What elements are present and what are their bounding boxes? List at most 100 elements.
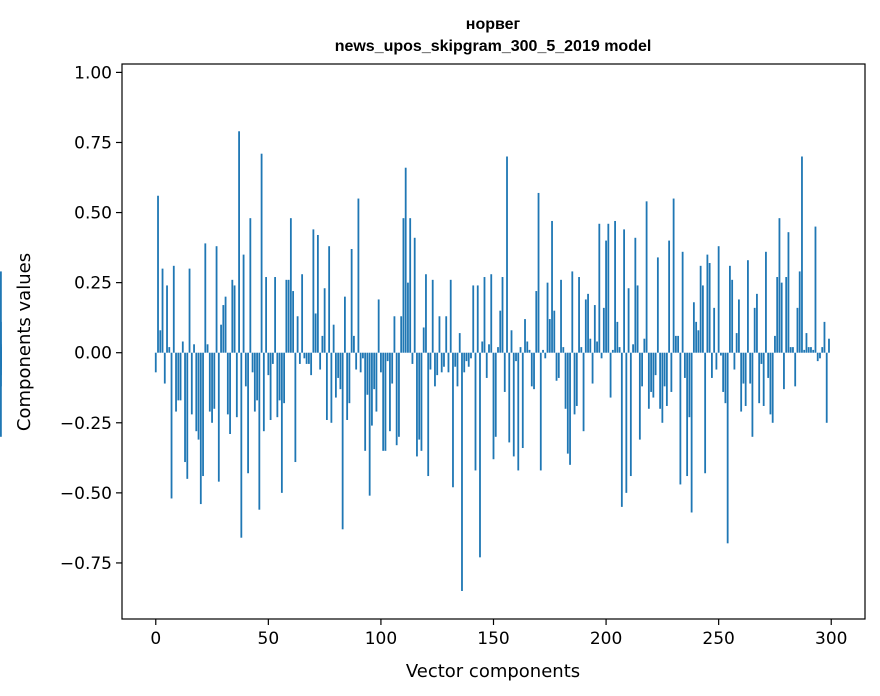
- bar: [429, 352, 432, 370]
- x-tick-label: 50: [258, 629, 280, 649]
- bar: [384, 352, 387, 451]
- bar: [276, 352, 279, 418]
- bar: [801, 156, 803, 353]
- bar: [641, 352, 643, 387]
- bar: [783, 352, 785, 390]
- bar: [512, 352, 515, 457]
- bar: [708, 263, 711, 353]
- bar: [663, 352, 666, 387]
- bar: [645, 201, 648, 353]
- bar: [812, 349, 815, 353]
- bar: [611, 349, 614, 353]
- y-axis: −0.75 −0.50 −0.25 0.00 0.25 0.50 0.75 1.00: [60, 63, 122, 574]
- bar: [749, 352, 752, 384]
- bar: [760, 352, 763, 364]
- bar: [157, 195, 159, 353]
- bar: [711, 352, 713, 378]
- bar: [458, 333, 461, 353]
- bar: [190, 352, 193, 415]
- bar: [670, 352, 673, 392]
- bar: [402, 218, 405, 353]
- bar: [211, 352, 213, 423]
- x-tick-label: 200: [590, 629, 622, 649]
- bar: [692, 302, 695, 353]
- bar: [262, 352, 265, 432]
- bar: [706, 254, 709, 353]
- bar: [681, 251, 684, 353]
- bar: [596, 341, 598, 353]
- bar: [537, 192, 540, 353]
- bar: [474, 352, 477, 471]
- bar: [389, 352, 391, 432]
- bar: [447, 352, 450, 373]
- bar: [521, 352, 524, 449]
- bar: [434, 352, 436, 387]
- bar: [325, 352, 328, 420]
- bar: [0, 352, 2, 437]
- bar: [733, 352, 736, 370]
- bar: [756, 293, 758, 353]
- bar: [440, 352, 443, 373]
- bar: [632, 344, 634, 353]
- bar: [463, 352, 466, 373]
- bar: [202, 352, 204, 477]
- bar: [717, 246, 720, 353]
- bars-group: [0, 131, 830, 591]
- bar: [720, 352, 722, 356]
- bar: [249, 218, 252, 353]
- bar: [215, 246, 218, 353]
- chart-title: норвег: [466, 16, 521, 33]
- bar: [742, 352, 745, 384]
- bar: [240, 352, 243, 538]
- bar: [582, 352, 585, 432]
- bar: [600, 352, 603, 359]
- bar: [620, 352, 623, 507]
- bar: [159, 330, 162, 353]
- bar: [467, 352, 470, 367]
- bar: [616, 321, 619, 353]
- bar: [247, 352, 249, 474]
- bar: [780, 282, 783, 353]
- bar: [310, 352, 313, 376]
- bar: [226, 352, 229, 415]
- bar: [395, 352, 398, 446]
- bar: [368, 352, 371, 496]
- bar: [265, 277, 267, 353]
- bar: [330, 352, 333, 423]
- bar: [517, 352, 520, 471]
- y-tick-label: 0.00: [74, 344, 112, 364]
- bar: [323, 288, 326, 353]
- bar: [605, 240, 607, 353]
- bar: [539, 352, 542, 471]
- y-tick-label: 0.75: [74, 133, 112, 153]
- bar: [298, 352, 301, 364]
- bar: [292, 291, 295, 353]
- bar: [285, 279, 288, 353]
- bar: [825, 352, 828, 423]
- bar: [810, 347, 812, 353]
- bar: [573, 352, 576, 415]
- bar: [278, 352, 281, 401]
- bar: [256, 352, 258, 401]
- bar: [629, 352, 632, 477]
- bar: [659, 352, 662, 409]
- bar: [377, 299, 380, 353]
- x-tick-label: 0: [150, 629, 161, 649]
- bar: [724, 352, 727, 404]
- bar: [393, 316, 396, 353]
- bar: [530, 352, 533, 387]
- bar: [668, 240, 671, 353]
- bar: [805, 333, 808, 353]
- bar: [461, 352, 463, 591]
- bar: [661, 352, 664, 423]
- y-axis-label: Components values: [14, 253, 35, 431]
- bar: [503, 352, 506, 392]
- bar: [591, 352, 594, 384]
- bar: [544, 352, 547, 359]
- bar: [334, 352, 337, 398]
- bar: [715, 352, 718, 370]
- bar: [353, 335, 355, 353]
- bar: [328, 246, 331, 353]
- bar: [762, 352, 765, 406]
- bar: [418, 352, 421, 440]
